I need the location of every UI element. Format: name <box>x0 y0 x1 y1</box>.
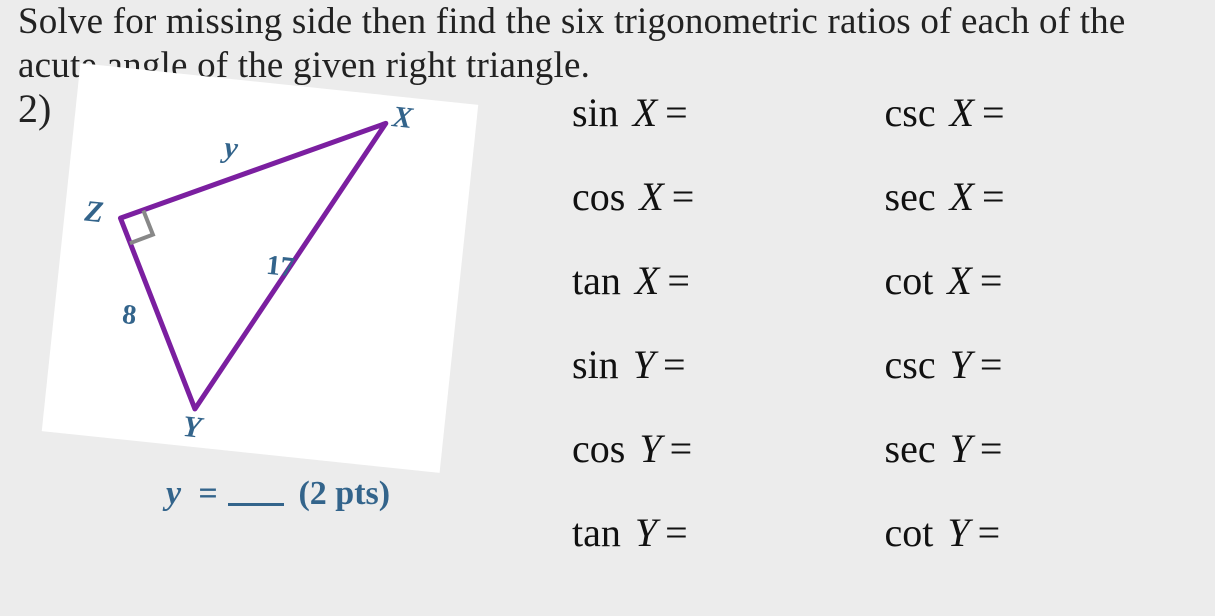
ratio-tan-x: tan X= <box>572 257 885 304</box>
triangle-outline <box>101 97 385 426</box>
vertex-label-x: X <box>391 100 414 136</box>
missing-side-equation: y = (2 pts) <box>166 475 548 513</box>
side-label-hyp: 17 <box>265 250 296 285</box>
ratio-sin-y: sin Y= <box>572 341 885 388</box>
ratio-cot-x: cot X= <box>885 257 1198 304</box>
ratio-csc-x: csc X= <box>885 89 1198 136</box>
points-text: (2 pts) <box>298 475 390 512</box>
missing-side-var: y <box>166 475 181 512</box>
question-number: 2) <box>18 87 78 129</box>
ratios-grid: sin X= csc X= cos X= sec X= tan X= cot X… <box>548 87 1197 556</box>
ratio-cos-x: cos X= <box>572 173 885 220</box>
vertex-label-z: Z <box>83 195 105 231</box>
ratio-sec-y: sec Y= <box>885 425 1198 472</box>
ratio-sec-x: sec X= <box>885 173 1198 220</box>
answer-blank[interactable] <box>228 503 284 506</box>
ratio-csc-y: csc Y= <box>885 341 1198 388</box>
ratio-tan-y: tan Y= <box>572 509 885 556</box>
equals-sign: = <box>198 475 217 512</box>
triangle-figure: X Z Y y 17 8 <box>42 63 478 473</box>
vertex-label-y: Y <box>181 410 203 446</box>
triangle-svg <box>42 63 478 473</box>
ratio-cos-y: cos Y= <box>572 425 885 472</box>
ratio-cot-y: cot Y= <box>885 509 1198 556</box>
ratio-sin-x: sin X= <box>572 89 885 136</box>
